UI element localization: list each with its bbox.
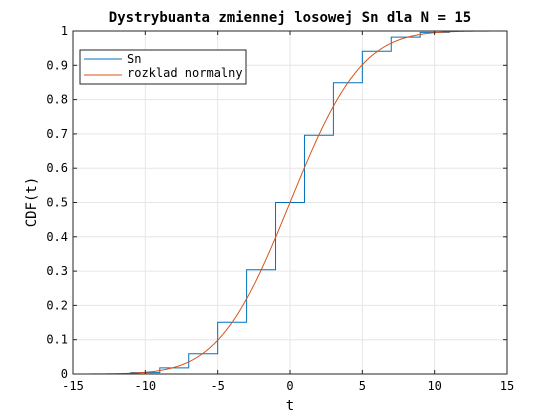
y-tick-label-7: 0.7 xyxy=(46,127,68,141)
y-tick-label-6: 0.6 xyxy=(46,161,68,175)
x-tick-label-3: 0 xyxy=(286,379,293,393)
y-tick-label-10: 1 xyxy=(61,24,68,38)
x-axis-label: t xyxy=(286,398,294,414)
y-tick-label-0: 0 xyxy=(61,367,68,381)
chart-title: Dystrybuanta zmiennej losowej Sn dla N =… xyxy=(109,10,471,26)
y-tick-label-5: 0.5 xyxy=(46,196,68,210)
y-tick-label-9: 0.9 xyxy=(46,58,68,72)
x-tick-label-4: 5 xyxy=(359,379,366,393)
y-tick-label-3: 0.3 xyxy=(46,264,68,278)
y-tick-label-4: 0.4 xyxy=(46,230,68,244)
y-tick-label-1: 0.1 xyxy=(46,333,68,347)
legend-box xyxy=(79,49,247,85)
ticks: -15 -10 -5 0 5 10 15 0 0.1 0.2 0.3 0.4 0.5 0.6 0.7 0.8 0… xyxy=(46,24,514,393)
y-tick-label-8: 0.8 xyxy=(46,93,68,107)
y-axis-label: CDF(t) xyxy=(24,177,40,228)
x-tick-label-1: -10 xyxy=(134,379,156,393)
legend-entry-sn: Sn xyxy=(127,52,141,66)
y-tick-label-2: 0.2 xyxy=(46,298,68,312)
legend: Sn rozklad normalny xyxy=(79,49,247,85)
x-tick-label-0: -15 xyxy=(62,379,84,393)
x-tick-label-5: 10 xyxy=(427,379,441,393)
x-tick-label-2: -5 xyxy=(210,379,224,393)
legend-entry-normal: rozklad normalny xyxy=(127,66,243,80)
x-tick-label-6: 15 xyxy=(500,379,514,393)
